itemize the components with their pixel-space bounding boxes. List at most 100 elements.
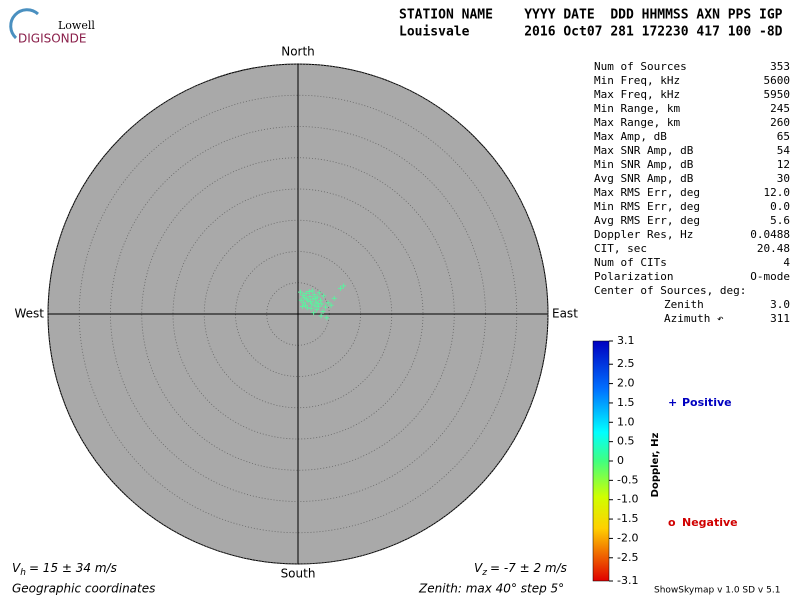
stat-value: 20.48 xyxy=(757,242,790,255)
header-values: Louisvale 2016 Oct07 281 172230 417 100 … xyxy=(399,25,783,40)
stat-label: Max Range, km xyxy=(594,116,680,129)
zenith-note: Zenith: max 40° step 5° xyxy=(418,582,564,596)
source-point xyxy=(307,294,313,299)
stat-value: 65 xyxy=(777,130,790,143)
polar-plot: North South West East xyxy=(14,45,578,581)
direction-north: North xyxy=(281,45,315,59)
source-point xyxy=(323,304,328,310)
colorbar-tick-label: 1.0 xyxy=(617,415,635,428)
center-row-label: Zenith xyxy=(664,298,704,311)
stat-label: Max Amp, dB xyxy=(594,130,667,143)
legend-positive: Positive xyxy=(682,396,732,409)
stat-value: 353 xyxy=(770,60,790,73)
source-point xyxy=(306,289,312,294)
logo-bottom: DIGISONDE xyxy=(18,32,86,46)
direction-east: East xyxy=(552,307,578,321)
stat-label: Avg RMS Err, deg xyxy=(594,214,700,227)
vh-label: Vh = 15 ± 34 m/s xyxy=(12,561,117,578)
stat-value: 5.6 xyxy=(770,214,790,227)
stat-value: 245 xyxy=(770,102,790,115)
logo-swoosh xyxy=(9,8,40,40)
stat-value: 12 xyxy=(777,158,790,171)
header-labels: STATION NAME YYYY DATE DDD HHMMSS AXN PP… xyxy=(399,8,783,23)
source-point xyxy=(298,297,304,303)
colorbar-tick-label: 2.0 xyxy=(617,377,635,390)
vz-symbol: V xyxy=(474,561,483,575)
stat-value: 5600 xyxy=(764,74,791,87)
source-point xyxy=(304,305,310,311)
stat-label: Min SNR Amp, dB xyxy=(594,158,694,171)
source-point xyxy=(312,303,318,309)
colorbar-tick-label: 0 xyxy=(617,454,624,467)
colorbar-tick-label: 3.1 xyxy=(617,334,635,347)
stat-value: O-mode xyxy=(750,270,790,283)
stat-value: 260 xyxy=(770,116,790,129)
colorbar-tick-label: 0.5 xyxy=(617,435,635,448)
colorbar: 3.1 2.5 2.0 1.5 1.0 0.5 0 -0.5 -1.0 -1.5 -2.0 -2.5 -… xyxy=(592,334,661,587)
source-point xyxy=(328,302,334,308)
source-point xyxy=(298,289,303,295)
source-point xyxy=(304,296,310,302)
stat-label: Doppler Res, Hz xyxy=(594,228,693,241)
center-row-value: 311 xyxy=(770,312,790,325)
stat-label: CIT, sec xyxy=(594,242,647,255)
source-point xyxy=(313,295,318,301)
colorbar-gradient xyxy=(592,340,610,582)
source-point xyxy=(324,315,330,321)
stat-label: Polarization xyxy=(594,270,673,283)
source-point xyxy=(308,305,314,311)
stat-label: Min RMS Err, deg xyxy=(594,200,700,213)
stat-value: 4 xyxy=(783,256,790,269)
version-note: ShowSkymap v 1.0 SD v 5.1 xyxy=(654,586,780,596)
vz-text: = -7 ± 2 m/s xyxy=(490,561,567,575)
stat-value: 30 xyxy=(777,172,790,185)
source-point xyxy=(299,304,305,309)
vz-sub: z xyxy=(481,568,487,578)
legend-negative: Negative xyxy=(682,516,738,529)
coords-note: Geographic coordinates xyxy=(12,582,155,596)
colorbar-tick-label: 2.5 xyxy=(617,357,635,370)
legend-positive-symbol: + xyxy=(668,396,677,409)
stat-label: Min Freq, kHz xyxy=(594,74,680,87)
center-label: Center of Sources, deg: xyxy=(594,284,746,297)
colorbar-tick-label: -1.5 xyxy=(617,512,638,525)
source-point xyxy=(309,288,315,294)
source-point xyxy=(318,297,323,303)
colorbar-tick-label: -3.1 xyxy=(617,574,638,587)
source-point xyxy=(325,300,331,306)
source-point xyxy=(316,290,322,296)
vz-label: Vz = -7 ± 2 m/s xyxy=(474,561,567,578)
center-row-value: 3.0 xyxy=(770,298,790,311)
source-point xyxy=(310,296,316,302)
colorbar-title: Doppler, Hz xyxy=(650,433,661,498)
source-point xyxy=(338,285,343,291)
vh-text: = 15 ± 34 m/s xyxy=(29,561,117,575)
colorbar-tick-label: -2.5 xyxy=(617,551,638,564)
stat-value: 12.0 xyxy=(764,186,791,199)
direction-south: South xyxy=(281,567,316,581)
source-point xyxy=(319,301,325,307)
source-point xyxy=(315,300,321,306)
colorbar-tick-label: -0.5 xyxy=(617,473,638,486)
source-point xyxy=(320,309,326,314)
vh-sub: h xyxy=(20,568,26,578)
center-row-label: Azimuth ↶ xyxy=(664,312,724,325)
logo-top: Lowell xyxy=(58,19,95,32)
source-point xyxy=(321,293,327,299)
stat-label: Min Range, km xyxy=(594,102,680,115)
stats-table: Num of Sources 353 Min Freq, kHz 5600 Max Fr… xyxy=(594,60,790,325)
stat-value: 54 xyxy=(777,144,791,157)
source-point xyxy=(341,283,347,289)
stat-label: Max Freq, kHz xyxy=(594,88,680,101)
colorbar-tick-label: -1.0 xyxy=(617,493,638,506)
source-point xyxy=(311,292,317,298)
source-point xyxy=(318,313,324,319)
direction-west: West xyxy=(14,307,44,321)
stat-label: Max RMS Err, deg xyxy=(594,186,700,199)
source-point xyxy=(303,290,309,296)
stat-value: 5950 xyxy=(764,88,791,101)
source-point xyxy=(314,307,320,313)
stat-label: Avg SNR Amp, dB xyxy=(594,172,694,185)
colorbar-tick-label: -2.0 xyxy=(617,531,638,544)
